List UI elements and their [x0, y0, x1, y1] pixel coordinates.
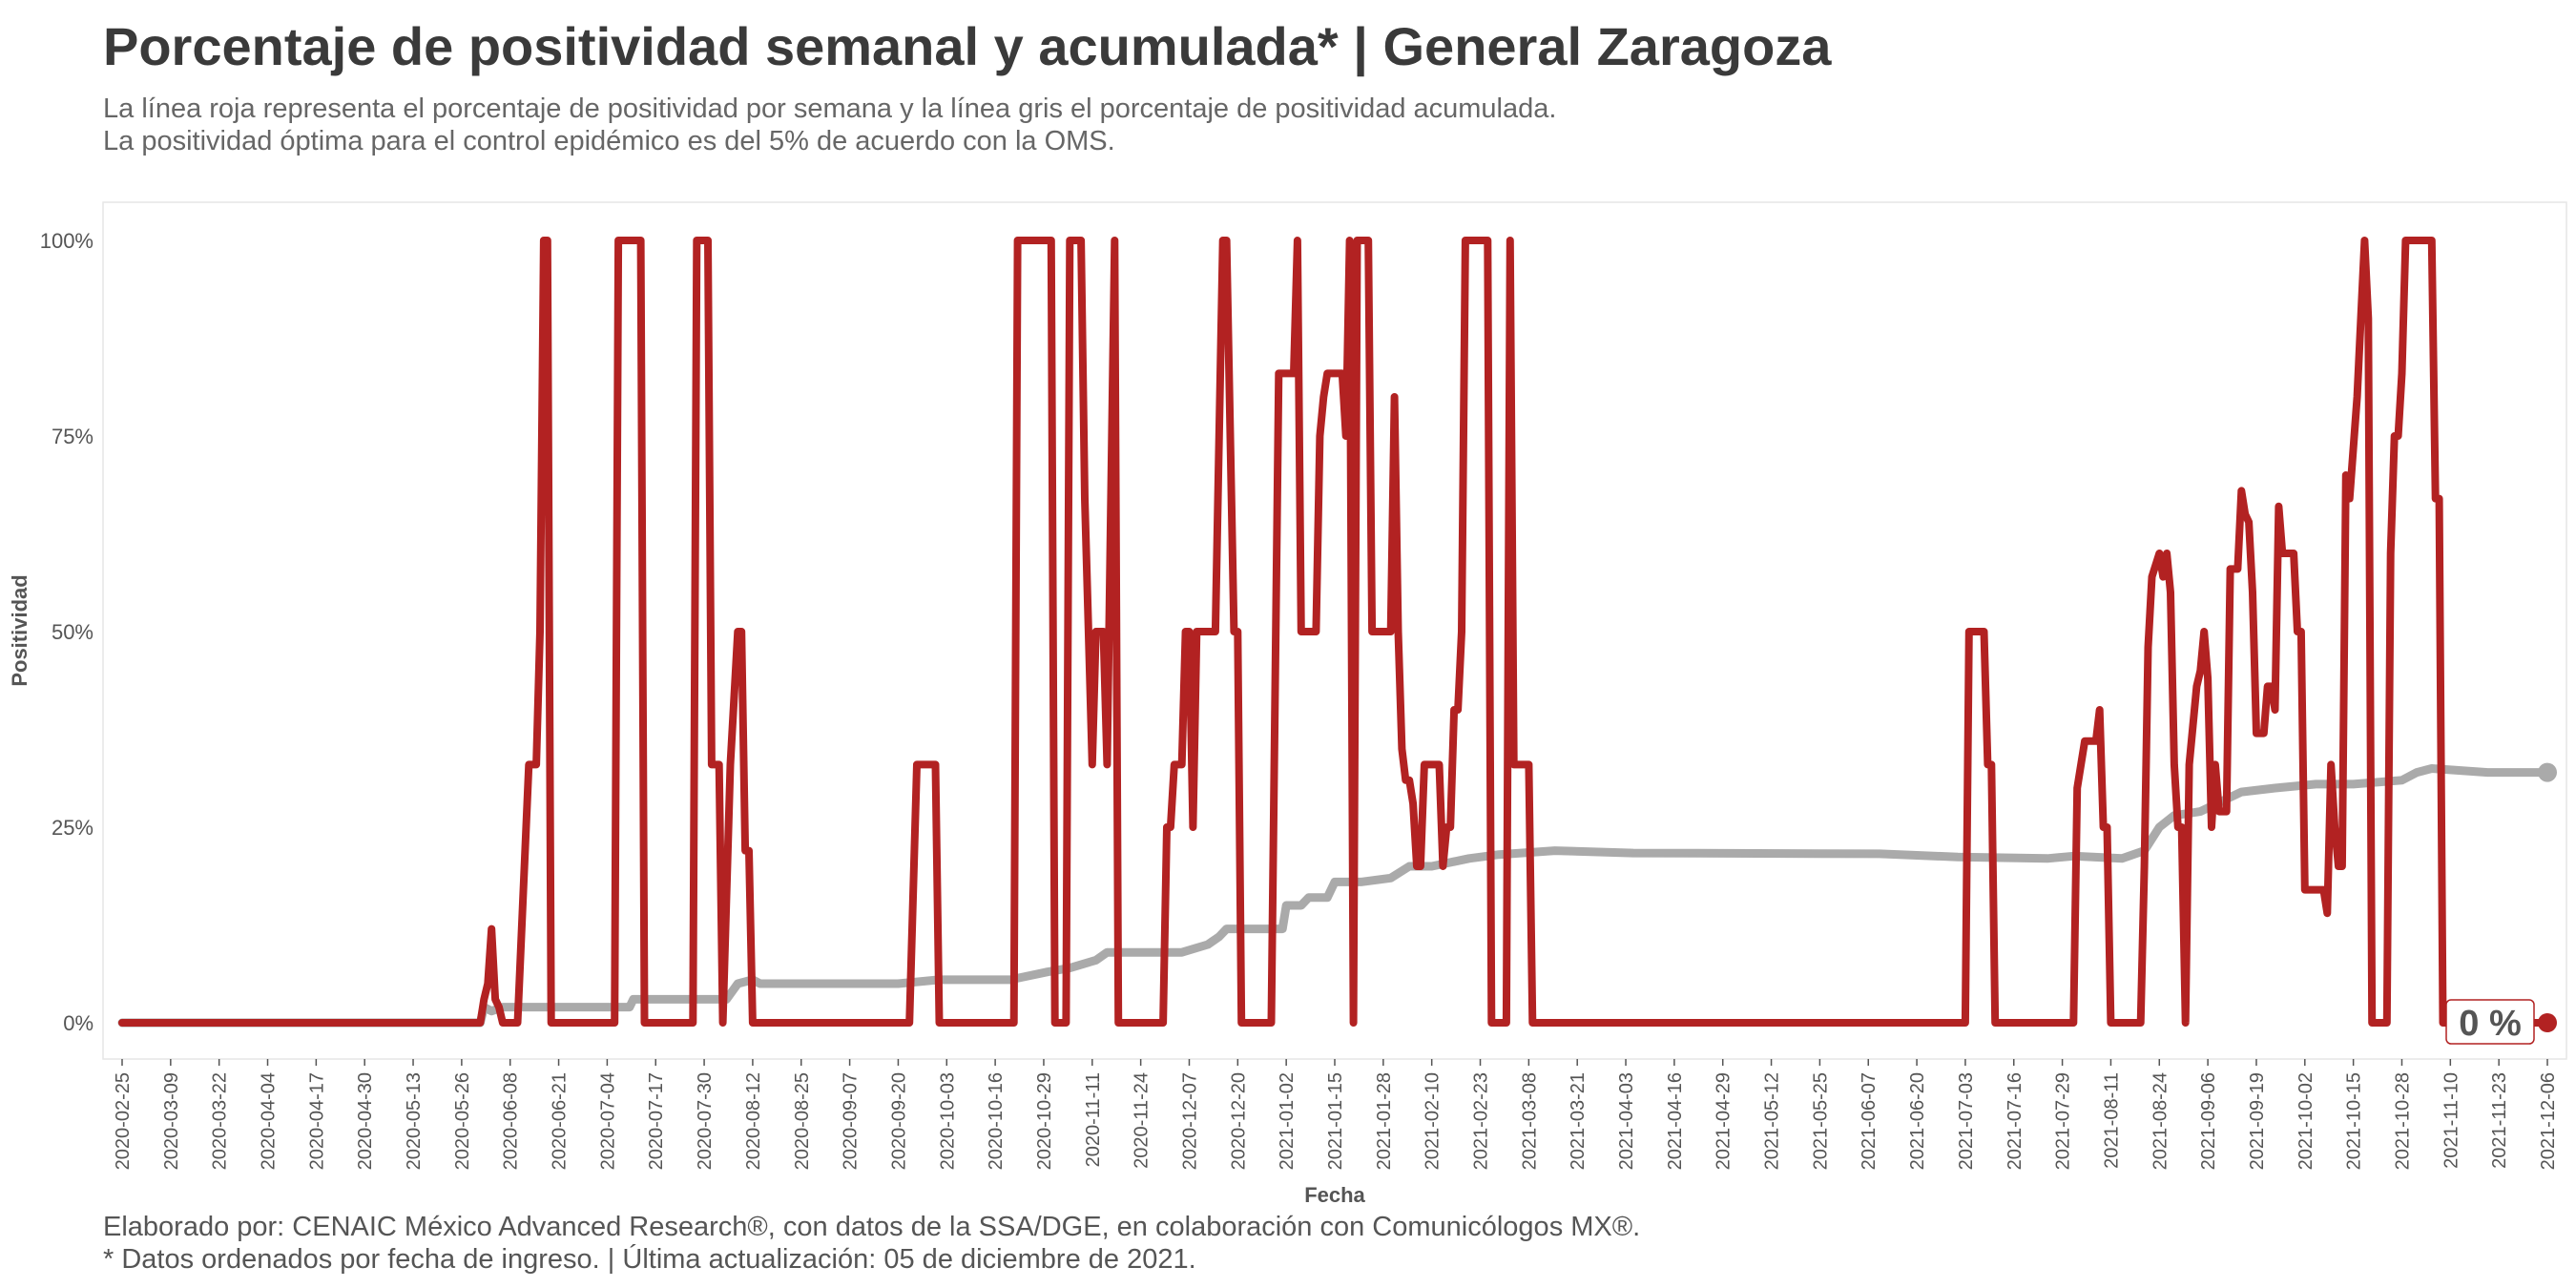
cumulative-end-point — [2538, 762, 2557, 782]
x-tick-label: 2020-06-08 — [501, 1072, 522, 1170]
x-tick-label: 2020-04-04 — [259, 1072, 280, 1170]
x-tick-label: 2020-03-09 — [161, 1072, 182, 1170]
x-axis: 2020-02-25 2020-03-09 2020-03-22 2020-04-04… — [113, 1059, 2559, 1170]
x-tick-label: 2020-12-07 — [1179, 1072, 1200, 1170]
x-tick-label: 2021-02-10 — [1423, 1072, 1444, 1170]
x-tick-label: 2020-07-17 — [646, 1072, 667, 1170]
x-tick-label: 2021-10-15 — [2344, 1072, 2365, 1170]
x-tick-label: 2020-02-25 — [113, 1072, 134, 1170]
weekly-positivity-line — [118, 237, 2551, 1027]
caption-line-2: * Datos ordenados por fecha de ingreso. … — [103, 1244, 1196, 1275]
x-tick-label: 2021-05-25 — [1810, 1072, 1831, 1170]
x-tick-label: 2020-12-20 — [1228, 1072, 1249, 1170]
x-tick-label: 2020-08-25 — [792, 1072, 813, 1170]
y-tick-label: 50% — [52, 620, 93, 644]
x-tick-label: 2021-02-23 — [1471, 1072, 1492, 1170]
x-tick-label: 2021-10-02 — [2296, 1072, 2316, 1170]
x-tick-label: 2021-08-24 — [2150, 1072, 2171, 1170]
x-tick-label: 2021-04-03 — [1616, 1072, 1637, 1170]
x-tick-label: 2021-01-15 — [1325, 1072, 1346, 1170]
chart-title: Porcentaje de positividad semanal y acum… — [103, 16, 1832, 76]
y-tick-label: 0% — [63, 1011, 93, 1035]
end-value-label: 0 % — [2445, 999, 2535, 1045]
x-tick-label: 2020-11-24 — [1132, 1072, 1153, 1169]
y-tick-label: 75% — [52, 425, 93, 448]
chart-subtitle-line-1: La línea roja representa el porcentaje d… — [103, 93, 1557, 124]
x-tick-label: 2021-03-08 — [1519, 1072, 1540, 1170]
x-tick-label: 2020-07-30 — [695, 1072, 716, 1170]
y-tick-label: 25% — [52, 816, 93, 840]
x-tick-label: 2020-04-17 — [306, 1072, 327, 1170]
y-tick-label: 100% — [40, 229, 93, 253]
x-tick-label: 2021-07-29 — [2053, 1072, 2074, 1170]
chart-subtitle-line-2: La positividad óptima para el control ep… — [103, 126, 1115, 156]
x-tick-label: 2021-06-07 — [1859, 1072, 1880, 1170]
x-tick-label: 2021-04-16 — [1665, 1072, 1686, 1170]
weekly-end-point — [2538, 1013, 2557, 1032]
y-axis: 0% 25% 50% 75% 100% — [40, 229, 93, 1035]
x-tick-label: 2021-11-10 — [2441, 1072, 2462, 1169]
x-tick-label: 2021-09-06 — [2198, 1072, 2219, 1170]
x-tick-label: 2021-11-23 — [2489, 1072, 2510, 1169]
plot-panel — [102, 201, 2567, 1060]
x-tick-label: 2020-07-04 — [597, 1072, 618, 1170]
x-tick-label: 2021-04-29 — [1714, 1072, 1735, 1170]
x-tick-label: 2020-11-11 — [1083, 1072, 1104, 1167]
x-axis-label: Fecha — [1304, 1183, 1365, 1207]
x-tick-label: 2021-12-06 — [2538, 1072, 2559, 1170]
x-tick-label: 2020-06-21 — [550, 1072, 571, 1170]
x-tick-label: 2020-09-07 — [841, 1072, 862, 1170]
x-tick-label: 2021-08-11 — [2101, 1072, 2122, 1169]
x-tick-label: 2021-05-12 — [1762, 1072, 1783, 1170]
y-axis-label: Positividad — [8, 574, 31, 686]
end-value-text: 0 % — [2459, 1004, 2521, 1044]
x-tick-label: 2020-03-22 — [210, 1072, 231, 1170]
x-tick-label: 2021-06-20 — [1907, 1072, 1928, 1170]
caption-line-1: Elaborado por: CENAIC México Advanced Re… — [103, 1212, 1641, 1242]
x-tick-label: 2021-07-16 — [2005, 1072, 2025, 1170]
x-tick-label: 2020-05-26 — [452, 1072, 473, 1170]
series-lines — [117, 237, 2557, 1032]
x-tick-label: 2020-08-12 — [743, 1072, 764, 1170]
x-tick-label: 2020-05-13 — [404, 1072, 425, 1170]
x-tick-label: 2020-10-16 — [986, 1072, 1007, 1170]
x-tick-label: 2021-10-28 — [2392, 1072, 2413, 1170]
x-tick-label: 2021-07-03 — [1956, 1072, 1977, 1170]
x-tick-label: 2021-03-21 — [1568, 1072, 1589, 1170]
x-tick-label: 2020-04-30 — [355, 1072, 376, 1170]
x-tick-label: 2021-01-28 — [1374, 1072, 1395, 1170]
x-tick-label: 2020-10-29 — [1034, 1072, 1055, 1170]
x-tick-label: 2021-09-19 — [2247, 1072, 2268, 1170]
x-tick-label: 2021-01-02 — [1277, 1072, 1298, 1170]
x-tick-label: 2020-09-20 — [888, 1072, 909, 1170]
x-tick-label: 2020-10-03 — [937, 1072, 958, 1170]
